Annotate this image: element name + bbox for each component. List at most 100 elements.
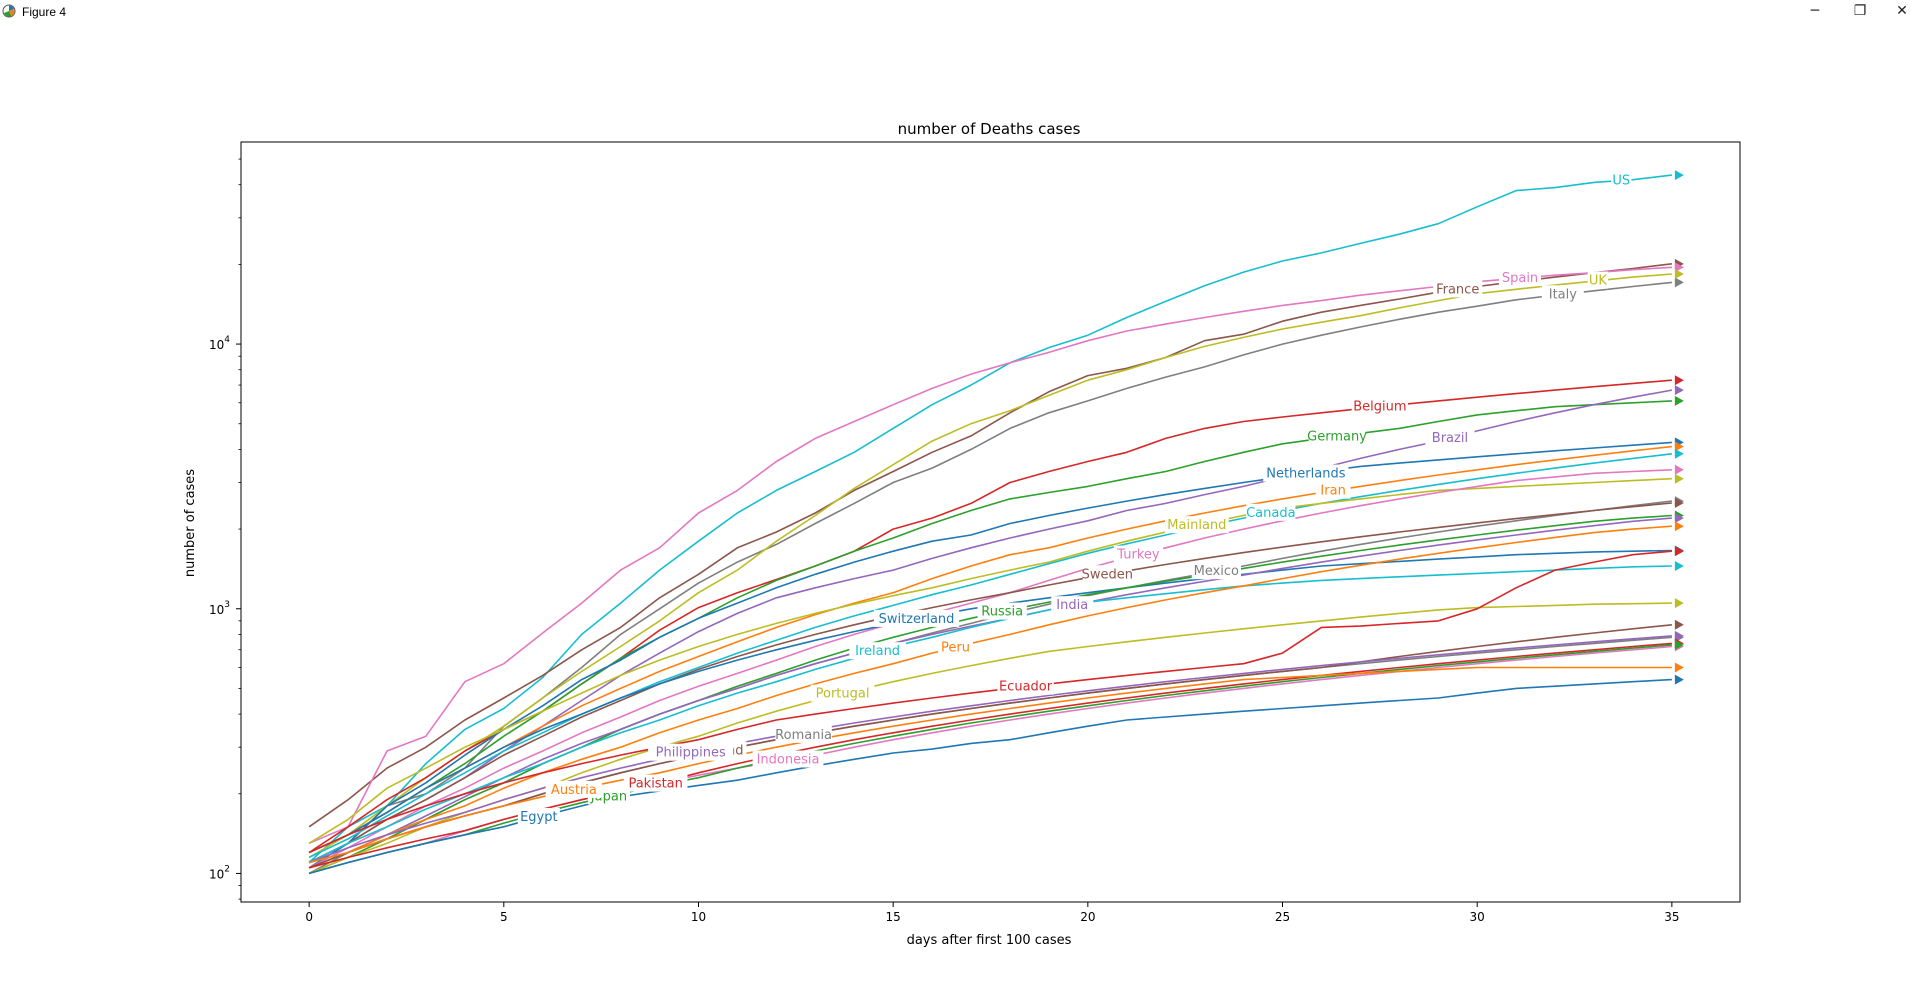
series-label-bg [1611,171,1632,189]
series-label: Italy [1549,287,1578,302]
series-end-arrow [1674,598,1684,609]
x-axis-label: days after first 100 cases [907,933,1072,948]
series-label-bg [938,638,973,656]
series-label-bg [873,609,960,627]
x-tick-label: 10 [691,910,706,924]
series-label: Turkey [1116,548,1160,563]
series-label-bg [775,725,832,743]
series-label-bg [1315,481,1351,499]
series-end-arrow [1674,262,1684,273]
series-ireland [308,561,1684,864]
series-line [308,642,1672,869]
series-label: Sweden [1082,567,1133,582]
series-line [308,469,1672,869]
series-label-bg [1541,285,1584,303]
series-label: Brazil [1432,431,1468,446]
series-label: Peru [941,640,970,655]
series-end-arrow [1674,395,1684,406]
series-end-arrow [1674,674,1684,685]
series-label-bg [1425,429,1475,447]
window-title: Figure 4 [22,5,67,19]
series-label: Iran [1320,484,1345,499]
series-label-bg [1499,269,1542,287]
series-label: India [1056,598,1088,613]
y-tick-label: 104 [209,335,230,352]
series-label: Mainland [1167,518,1226,533]
series-label: Ecuador [999,680,1053,695]
x-tick-label: 15 [886,910,901,924]
x-tick-label: 5 [500,910,508,924]
series-indonesia [308,641,1684,875]
series-line [308,525,1672,869]
series-end-arrow [1674,662,1684,673]
series-label-bg [623,774,688,792]
series-label-bg [1587,271,1609,289]
series-turkey [308,464,1684,869]
series-line [308,400,1672,854]
series-label-bg [545,780,603,798]
x-tick-label: 35 [1664,910,1679,924]
y-tick-label: 103 [209,600,230,617]
series-end-arrow [1674,448,1684,459]
series-label-bg [1308,427,1366,445]
series-line [308,389,1673,864]
series-pakistan [308,638,1684,869]
y-tick-label: 102 [209,864,230,881]
series-line [308,445,1672,854]
series-line [308,281,1672,864]
series-end-arrow [1674,268,1684,279]
close-button[interactable]: ✕ [1896,3,1908,19]
series-end-arrow [1674,521,1684,532]
window-titlebar: Figure 4 ─ ❐ ✕ [0,0,1915,24]
series-end-arrow [1674,546,1684,557]
series-end-arrow [1674,630,1684,641]
series-label: US [1612,173,1630,188]
series-line [308,565,1672,864]
series-label: Netherlands [1266,467,1345,482]
series-poland [308,619,1684,869]
series-label: Indonesia [757,753,820,768]
series-label: Russia [981,605,1023,620]
series-canada [308,448,1684,859]
series-line [308,644,1672,875]
series-label: Belgium [1353,400,1406,415]
series-label-bg [517,807,560,825]
series-end-arrow [1674,561,1684,572]
series-label: Pakistan [628,777,682,792]
series-label: Canada [1246,506,1295,521]
series-label: Romania [775,728,832,743]
plot-frame [240,141,1741,903]
series-line [308,602,1672,875]
minimize-button[interactable]: ─ [1810,3,1820,19]
series-line [308,441,1672,869]
series-label: Mexico [1194,564,1239,579]
series-ecuador [308,546,1684,854]
series-label: Germany [1307,429,1367,444]
series-end-arrow [1674,375,1684,386]
x-tick-label: 30 [1470,910,1485,924]
series-label-bg [648,743,734,761]
series-sweden [308,497,1684,864]
series-label-bg [849,642,906,660]
series-austria [308,662,1684,864]
series-portugal [308,598,1684,875]
series-japan [308,639,1684,875]
maximize-button[interactable]: ❐ [1853,3,1867,19]
series-end-arrow [1674,619,1684,630]
series-label-bg [1051,596,1094,614]
x-tick-label: 0 [305,910,313,924]
series-line [308,477,1672,844]
series-end-arrow [1674,464,1684,475]
series-end-arrow [1674,170,1684,181]
matplotlib-app-icon [2,4,16,18]
series-line [308,502,1672,864]
series-label-bg [1165,516,1229,534]
series-line [308,266,1672,845]
series-uk [308,268,1684,859]
series-label-bg [752,750,824,768]
series-label: Ireland [855,644,900,659]
series-iran [308,441,1684,854]
series-line [308,273,1672,859]
deaths-chart: number of Deaths cases days after first … [183,120,1741,948]
series-philippines [308,630,1684,864]
